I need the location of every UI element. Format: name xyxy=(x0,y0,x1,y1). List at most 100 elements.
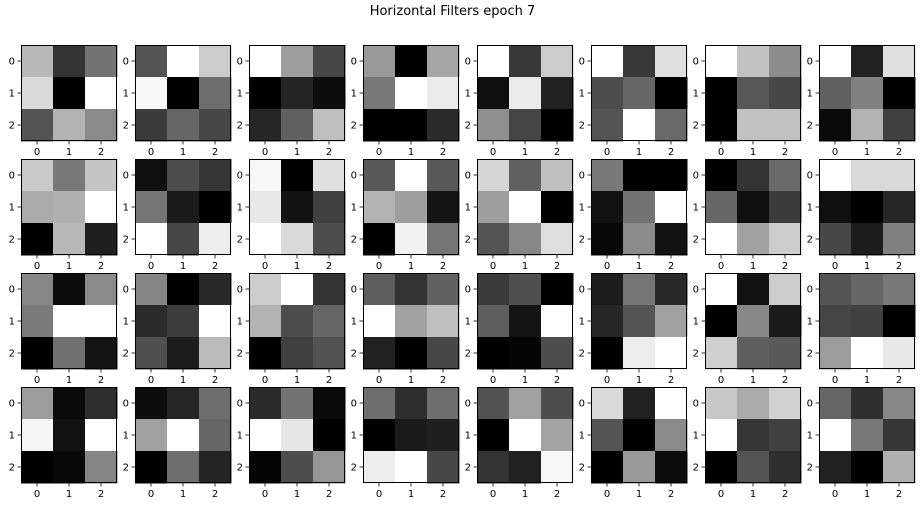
y-tick-label: 0 xyxy=(807,57,813,68)
filter-panel: 0 0 1 1 2 2 xyxy=(9,387,118,500)
filter-cell xyxy=(851,223,884,256)
x-tick-label: 0 xyxy=(34,375,40,386)
y-tick-label: 0 xyxy=(693,171,699,182)
filter-cell xyxy=(85,273,118,306)
x-tick-label: 1 xyxy=(636,261,642,272)
axes-frame xyxy=(705,45,801,141)
axes-frame xyxy=(21,387,117,483)
x-tick-label: 1 xyxy=(66,147,72,158)
filter-cell xyxy=(541,273,574,306)
filter-cell xyxy=(591,419,624,452)
x-tick-label: 2 xyxy=(896,375,902,386)
filter-panel: 0 0 1 1 2 2 xyxy=(237,45,346,158)
filter-cell xyxy=(819,305,852,338)
y-tick-label: 1 xyxy=(123,431,129,442)
y-tick-label: 1 xyxy=(123,317,129,328)
filter-cell xyxy=(53,337,86,370)
x-tick-label: 0 xyxy=(604,489,610,500)
x-tick-label: 2 xyxy=(554,261,560,272)
x-tick-label: 1 xyxy=(294,375,300,386)
y-tick-label: 0 xyxy=(465,171,471,182)
x-tick-label: 2 xyxy=(212,375,218,386)
x-tick-label: 1 xyxy=(294,147,300,158)
y-tick-label: 0 xyxy=(693,285,699,296)
y-tick-label: 0 xyxy=(807,171,813,182)
y-tick-label: 1 xyxy=(9,89,15,100)
filter-panel: 0 0 1 1 2 2 xyxy=(237,387,346,500)
filter-cell xyxy=(21,77,54,110)
x-tick-label: 0 xyxy=(604,147,610,158)
filter-cell xyxy=(281,337,314,370)
y-tick-label: 0 xyxy=(579,285,585,296)
y-tick-label: 2 xyxy=(579,463,585,474)
filter-cell xyxy=(591,45,624,78)
filter-cell xyxy=(21,45,54,78)
filter-cell xyxy=(427,451,460,484)
filter-cell xyxy=(85,109,118,142)
axes-frame xyxy=(21,273,117,369)
filter-cell xyxy=(85,45,118,78)
y-tick-label: 0 xyxy=(351,57,357,68)
filter-panel: 0 0 1 1 2 2 xyxy=(579,159,688,272)
x-tick-label: 2 xyxy=(668,375,674,386)
filter-cell xyxy=(427,305,460,338)
filter-cell xyxy=(199,305,232,338)
x-tick-label: 1 xyxy=(750,261,756,272)
filter-cell xyxy=(623,223,656,256)
axes-frame xyxy=(135,45,231,141)
filter-panel: 0 0 1 1 2 2 xyxy=(579,387,688,500)
filter-cell xyxy=(705,191,738,224)
filter-cell xyxy=(363,419,396,452)
filter-cell xyxy=(53,45,86,78)
y-tick-label: 1 xyxy=(351,317,357,328)
x-tick-label: 0 xyxy=(718,489,724,500)
x-tick-label: 0 xyxy=(490,147,496,158)
filter-cell xyxy=(769,305,802,338)
y-tick-label: 1 xyxy=(465,89,471,100)
x-tick-label: 2 xyxy=(440,375,446,386)
filter-cell xyxy=(477,419,510,452)
filter-cell xyxy=(737,223,770,256)
x-tick-label: 1 xyxy=(864,375,870,386)
y-tick-label: 2 xyxy=(693,463,699,474)
x-tick-label: 0 xyxy=(34,261,40,272)
filter-panel: 0 0 1 1 2 2 xyxy=(579,273,688,386)
filter-cell xyxy=(851,159,884,192)
filter-cell xyxy=(623,109,656,142)
x-tick-label: 2 xyxy=(668,261,674,272)
filter-cell xyxy=(541,451,574,484)
filter-cell xyxy=(851,387,884,420)
filter-cell xyxy=(21,387,54,420)
filter-panel: 0 0 1 1 2 2 xyxy=(351,45,460,158)
filter-cell xyxy=(427,159,460,192)
y-tick-label: 2 xyxy=(9,463,15,474)
axes-frame xyxy=(819,45,915,141)
x-tick-label: 0 xyxy=(148,375,154,386)
y-tick-label: 1 xyxy=(579,431,585,442)
filter-cell xyxy=(363,387,396,420)
filter-cell xyxy=(591,273,624,306)
x-tick-label: 1 xyxy=(408,261,414,272)
axes-frame xyxy=(477,387,573,483)
filter-cell xyxy=(199,159,232,192)
axes-frame xyxy=(819,273,915,369)
y-tick-label: 2 xyxy=(807,349,813,360)
y-tick-label: 2 xyxy=(579,349,585,360)
filter-cell xyxy=(623,191,656,224)
filter-cell xyxy=(819,451,852,484)
x-tick-label: 1 xyxy=(636,147,642,158)
filter-cell xyxy=(883,159,916,192)
x-tick-label: 2 xyxy=(554,489,560,500)
y-tick-label: 1 xyxy=(807,89,813,100)
y-tick-label: 2 xyxy=(579,121,585,132)
filter-cell xyxy=(135,191,168,224)
filter-cell xyxy=(737,45,770,78)
y-tick-label: 0 xyxy=(465,57,471,68)
filter-cell xyxy=(737,387,770,420)
filter-cell xyxy=(167,191,200,224)
x-tick-label: 1 xyxy=(180,147,186,158)
filter-cell xyxy=(737,337,770,370)
x-tick-label: 2 xyxy=(440,489,446,500)
filter-cell xyxy=(509,337,542,370)
